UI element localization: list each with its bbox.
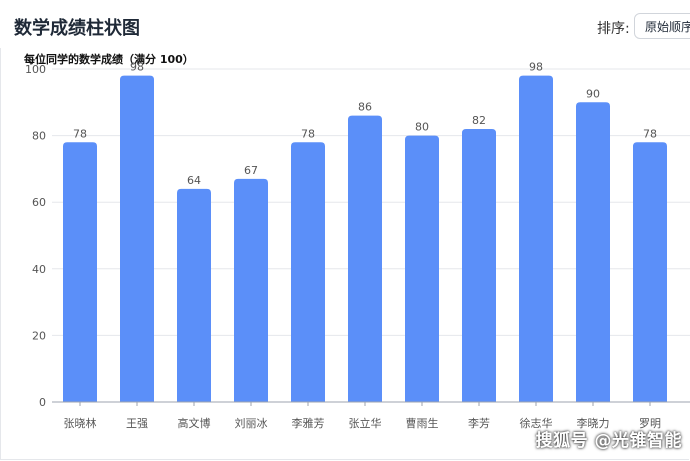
bar[interactable] bbox=[291, 142, 325, 402]
data-label: 64 bbox=[187, 174, 201, 187]
x-tick-label: 曹雨生 bbox=[406, 416, 439, 430]
page-title: 数学成绩柱状图 bbox=[14, 18, 140, 39]
axes: 0 20 40 60 80 100 张晓林 王强 高文博 刘丽冰 李雅芳 张立华 曹雨生 李芳 徐志华 李晓力… bbox=[25, 63, 690, 430]
bars: 78 98 64 67 78 86 80 82 98 90 78 bbox=[63, 61, 667, 403]
bar[interactable] bbox=[234, 178, 268, 402]
y-tick-label: 100 bbox=[25, 63, 46, 76]
data-label: 67 bbox=[244, 164, 258, 177]
bar[interactable] bbox=[63, 142, 97, 402]
data-label: 80 bbox=[415, 121, 429, 134]
bar[interactable] bbox=[120, 75, 154, 402]
bar[interactable] bbox=[633, 142, 667, 402]
x-tick-label: 张晓林 bbox=[64, 416, 97, 430]
data-label: 98 bbox=[130, 61, 144, 74]
y-tick-label: 20 bbox=[32, 329, 46, 342]
x-tick-label: 高文博 bbox=[178, 416, 211, 430]
x-tick-label: 罗明 bbox=[639, 417, 661, 430]
x-tick-label: 李晓力 bbox=[577, 416, 610, 430]
data-label: 98 bbox=[529, 61, 543, 74]
bar[interactable] bbox=[405, 135, 439, 402]
sort-select[interactable]: 原始顺序 bbox=[634, 13, 690, 39]
chart-title: 每位同学的数学成绩（满分 100） bbox=[24, 53, 194, 66]
data-label: 90 bbox=[586, 87, 600, 100]
data-label: 78 bbox=[73, 127, 87, 140]
x-tick-label: 李雅芳 bbox=[292, 416, 325, 430]
x-tick-label: 张立华 bbox=[349, 416, 382, 430]
bar[interactable] bbox=[348, 115, 382, 403]
x-tick-label: 王强 bbox=[126, 417, 148, 430]
y-tick-label: 60 bbox=[32, 196, 46, 209]
data-label: 78 bbox=[643, 127, 657, 140]
y-tick-label: 80 bbox=[32, 130, 46, 143]
x-tick-label: 李芳 bbox=[468, 416, 490, 430]
bar[interactable] bbox=[177, 188, 211, 402]
chart-panel bbox=[0, 48, 689, 460]
bar[interactable] bbox=[462, 128, 496, 402]
data-label: 78 bbox=[301, 127, 315, 140]
bar[interactable] bbox=[519, 75, 553, 402]
sort-label: 排序: bbox=[597, 21, 630, 37]
bar[interactable] bbox=[576, 102, 610, 403]
y-tick-label: 0 bbox=[39, 396, 46, 409]
x-tick-label: 刘丽冰 bbox=[235, 417, 268, 430]
y-tick-label: 40 bbox=[32, 263, 46, 276]
data-label: 86 bbox=[358, 101, 372, 114]
x-tick-label: 徐志华 bbox=[520, 416, 553, 430]
watermark-text: 搜狐号 @光锥智能 bbox=[535, 431, 682, 451]
data-label: 82 bbox=[472, 114, 486, 127]
